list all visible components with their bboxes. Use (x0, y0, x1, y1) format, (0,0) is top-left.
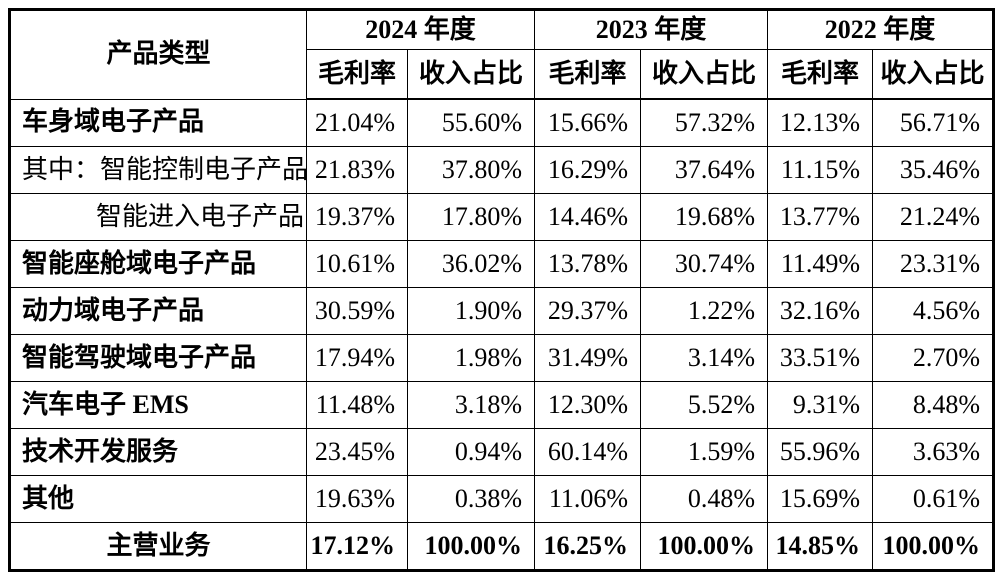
value-cell: 36.02% (406, 240, 536, 288)
table-row: 其他 19.63% 0.38% 11.06% 0.48% 15.69% 0.61% (9, 475, 995, 523)
value-cell: 23.45% (306, 428, 408, 476)
value-cell: 14.85% (767, 522, 874, 571)
product-type-cell: 主营业务 (9, 522, 307, 571)
value-cell: 30.59% (306, 287, 408, 335)
gross-margin-header-2024: 毛利率 (306, 49, 408, 100)
value-cell: 60.14% (534, 428, 642, 476)
value-cell: 55.60% (406, 98, 536, 147)
value-cell: 0.38% (406, 475, 536, 523)
product-type-cell: 智能进入电子产品 (9, 193, 307, 241)
metric-header-row: 毛利率 收入占比 毛利率 收入占比 毛利率 收入占比 (10, 49, 995, 100)
value-cell: 17.94% (306, 334, 408, 382)
value-cell: 12.13% (767, 98, 874, 147)
value-cell: 10.61% (306, 240, 408, 288)
revenue-share-header-2023: 收入占比 (640, 49, 769, 100)
value-cell: 2.70% (872, 334, 995, 382)
product-type-cell: 汽车电子 EMS (9, 381, 307, 429)
value-cell: 57.32% (640, 98, 769, 147)
value-cell: 21.24% (872, 193, 995, 241)
value-cell: 37.80% (406, 146, 536, 194)
revenue-share-header-2022: 收入占比 (872, 49, 995, 100)
value-cell: 1.59% (640, 428, 769, 476)
year-header-2023: 2023 年度 (534, 9, 769, 50)
gross-margin-header-2022: 毛利率 (767, 49, 874, 100)
value-cell: 11.49% (767, 240, 874, 288)
value-cell: 33.51% (767, 334, 874, 382)
table-row: 动力域电子产品 30.59% 1.90% 29.37% 1.22% 32.16% 4.56% (9, 287, 995, 335)
table-row: 汽车电子 EMS 11.48% 3.18% 12.30% 5.52% 9.31% 8.48% (9, 381, 995, 429)
value-cell: 4.56% (872, 287, 995, 335)
product-type-cell: 智能驾驶域电子产品 (9, 334, 307, 382)
value-cell: 37.64% (640, 146, 769, 194)
value-cell: 29.37% (534, 287, 642, 335)
value-cell: 30.74% (640, 240, 769, 288)
table-row: 其中：智能控制电子产品 21.83% 37.80% 16.29% 37.64% 11.15… (9, 146, 995, 194)
value-cell: 13.77% (767, 193, 874, 241)
value-cell: 13.78% (534, 240, 642, 288)
value-cell: 23.31% (872, 240, 995, 288)
value-cell: 5.52% (640, 381, 769, 429)
value-cell: 14.46% (534, 193, 642, 241)
margin-revenue-table: 产品类型 2024 年度 2023 年度 2022 年度 毛利率 收入占比 毛利… (8, 8, 996, 572)
value-cell: 11.15% (767, 146, 874, 194)
value-cell: 19.37% (306, 193, 408, 241)
value-cell: 19.68% (640, 193, 769, 241)
product-type-cell: 动力域电子产品 (9, 287, 307, 335)
value-cell: 32.16% (767, 287, 874, 335)
value-cell: 55.96% (767, 428, 874, 476)
value-cell: 11.48% (306, 381, 408, 429)
product-type-cell: 其中：智能控制电子产品 (9, 146, 307, 194)
table-row: 智能座舱域电子产品 10.61% 36.02% 13.78% 30.74% 11.49% 2… (9, 240, 995, 288)
total-row: 主营业务 17.12% 100.00% 16.25% 100.00% 14.85% 100.… (9, 522, 995, 571)
value-cell: 3.14% (640, 334, 769, 382)
value-cell: 0.94% (406, 428, 536, 476)
value-cell: 17.12% (306, 522, 408, 571)
product-type-header: 产品类型 (9, 9, 307, 100)
value-cell: 16.29% (534, 146, 642, 194)
product-type-cell: 技术开发服务 (9, 428, 307, 476)
product-type-cell: 车身域电子产品 (9, 98, 307, 147)
value-cell: 0.48% (640, 475, 769, 523)
value-cell: 21.83% (306, 146, 408, 194)
value-cell: 12.30% (534, 381, 642, 429)
table-row: 技术开发服务 23.45% 0.94% 60.14% 1.59% 55.96% 3.63% (9, 428, 995, 476)
value-cell: 1.22% (640, 287, 769, 335)
value-cell: 100.00% (406, 522, 536, 571)
year-header-2022: 2022 年度 (767, 9, 995, 50)
revenue-share-header-2024: 收入占比 (406, 49, 536, 100)
value-cell: 31.49% (534, 334, 642, 382)
table-row: 智能进入电子产品 19.37% 17.80% 14.46% 19.68% 13.77% 21… (9, 193, 995, 241)
value-cell: 15.66% (534, 98, 642, 147)
value-cell: 15.69% (767, 475, 874, 523)
value-cell: 8.48% (872, 381, 995, 429)
product-type-cell: 其他 (9, 475, 307, 523)
value-cell: 3.63% (872, 428, 995, 476)
value-cell: 11.06% (534, 475, 642, 523)
year-header-row: 产品类型 2024 年度 2023 年度 2022 年度 (9, 9, 995, 100)
value-cell: 17.80% (406, 193, 536, 241)
year-header-2024: 2024 年度 (305, 9, 536, 50)
product-type-cell: 智能座舱域电子产品 (9, 240, 307, 288)
table-row: 智能驾驶域电子产品 17.94% 1.98% 31.49% 3.14% 33.51% 2.7… (9, 334, 995, 382)
value-cell: 1.90% (406, 287, 536, 335)
value-cell: 19.63% (306, 475, 408, 523)
value-cell: 100.00% (640, 522, 769, 571)
gross-margin-header-2023: 毛利率 (534, 49, 642, 100)
table-row: 车身域电子产品 21.04% 55.60% 15.66% 57.32% 12.13% 56.… (9, 98, 995, 147)
table-header: 产品类型 2024 年度 2023 年度 2022 年度 毛利率 收入占比 毛利… (9, 9, 995, 100)
value-cell: 1.98% (406, 334, 536, 382)
value-cell: 100.00% (872, 522, 995, 571)
value-cell: 16.25% (534, 522, 642, 571)
value-cell: 9.31% (767, 381, 874, 429)
value-cell: 56.71% (872, 98, 995, 147)
value-cell: 35.46% (872, 146, 995, 194)
table-body: 车身域电子产品 21.04% 55.60% 15.66% 57.32% 12.13% 56.… (9, 98, 995, 571)
value-cell: 21.04% (306, 98, 408, 147)
value-cell: 3.18% (406, 381, 536, 429)
value-cell: 0.61% (872, 475, 995, 523)
